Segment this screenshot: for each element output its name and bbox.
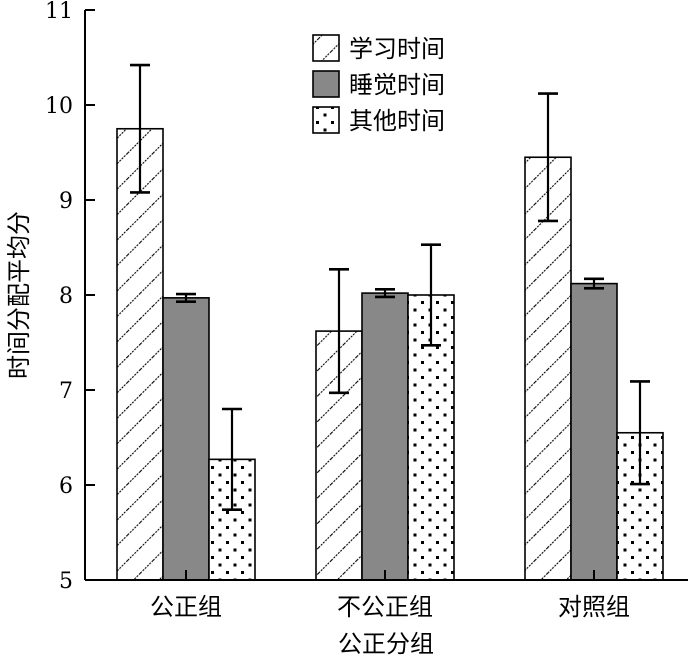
y-tick-label: 5 [59, 569, 73, 594]
bar [162, 297, 210, 581]
legend-swatch [312, 34, 340, 62]
y-tick-label: 11 [45, 0, 73, 24]
legend-label: 睡觉时间 [349, 71, 445, 99]
y-tick-label: 8 [59, 284, 73, 309]
legend-swatch [312, 70, 340, 98]
x-category-labels: 公正组 不公正组 对照组 [150, 570, 630, 621]
y-tick-label: 9 [59, 189, 73, 214]
bar [570, 282, 618, 581]
y-tick-label: 7 [59, 379, 73, 404]
y-axis-label: 时间分配平均分 [5, 211, 33, 379]
y-tick-label: 10 [45, 94, 73, 119]
x-axis-label: 公正分组 [338, 630, 434, 658]
legend-swatch [312, 106, 340, 134]
bar [361, 292, 409, 581]
legend-label: 学习时间 [349, 35, 445, 63]
x-category-label: 不公正组 [337, 593, 433, 621]
error-bars-layer [130, 63, 650, 512]
legend-label: 其他时间 [349, 107, 445, 135]
x-category-label: 对照组 [558, 593, 630, 621]
x-category-label: 公正组 [150, 593, 222, 621]
bar [116, 127, 164, 581]
bars-layer [116, 127, 664, 581]
y-tick-label: 6 [59, 474, 73, 499]
y-ticks: 5 6 7 8 9 10 11 [45, 0, 95, 594]
